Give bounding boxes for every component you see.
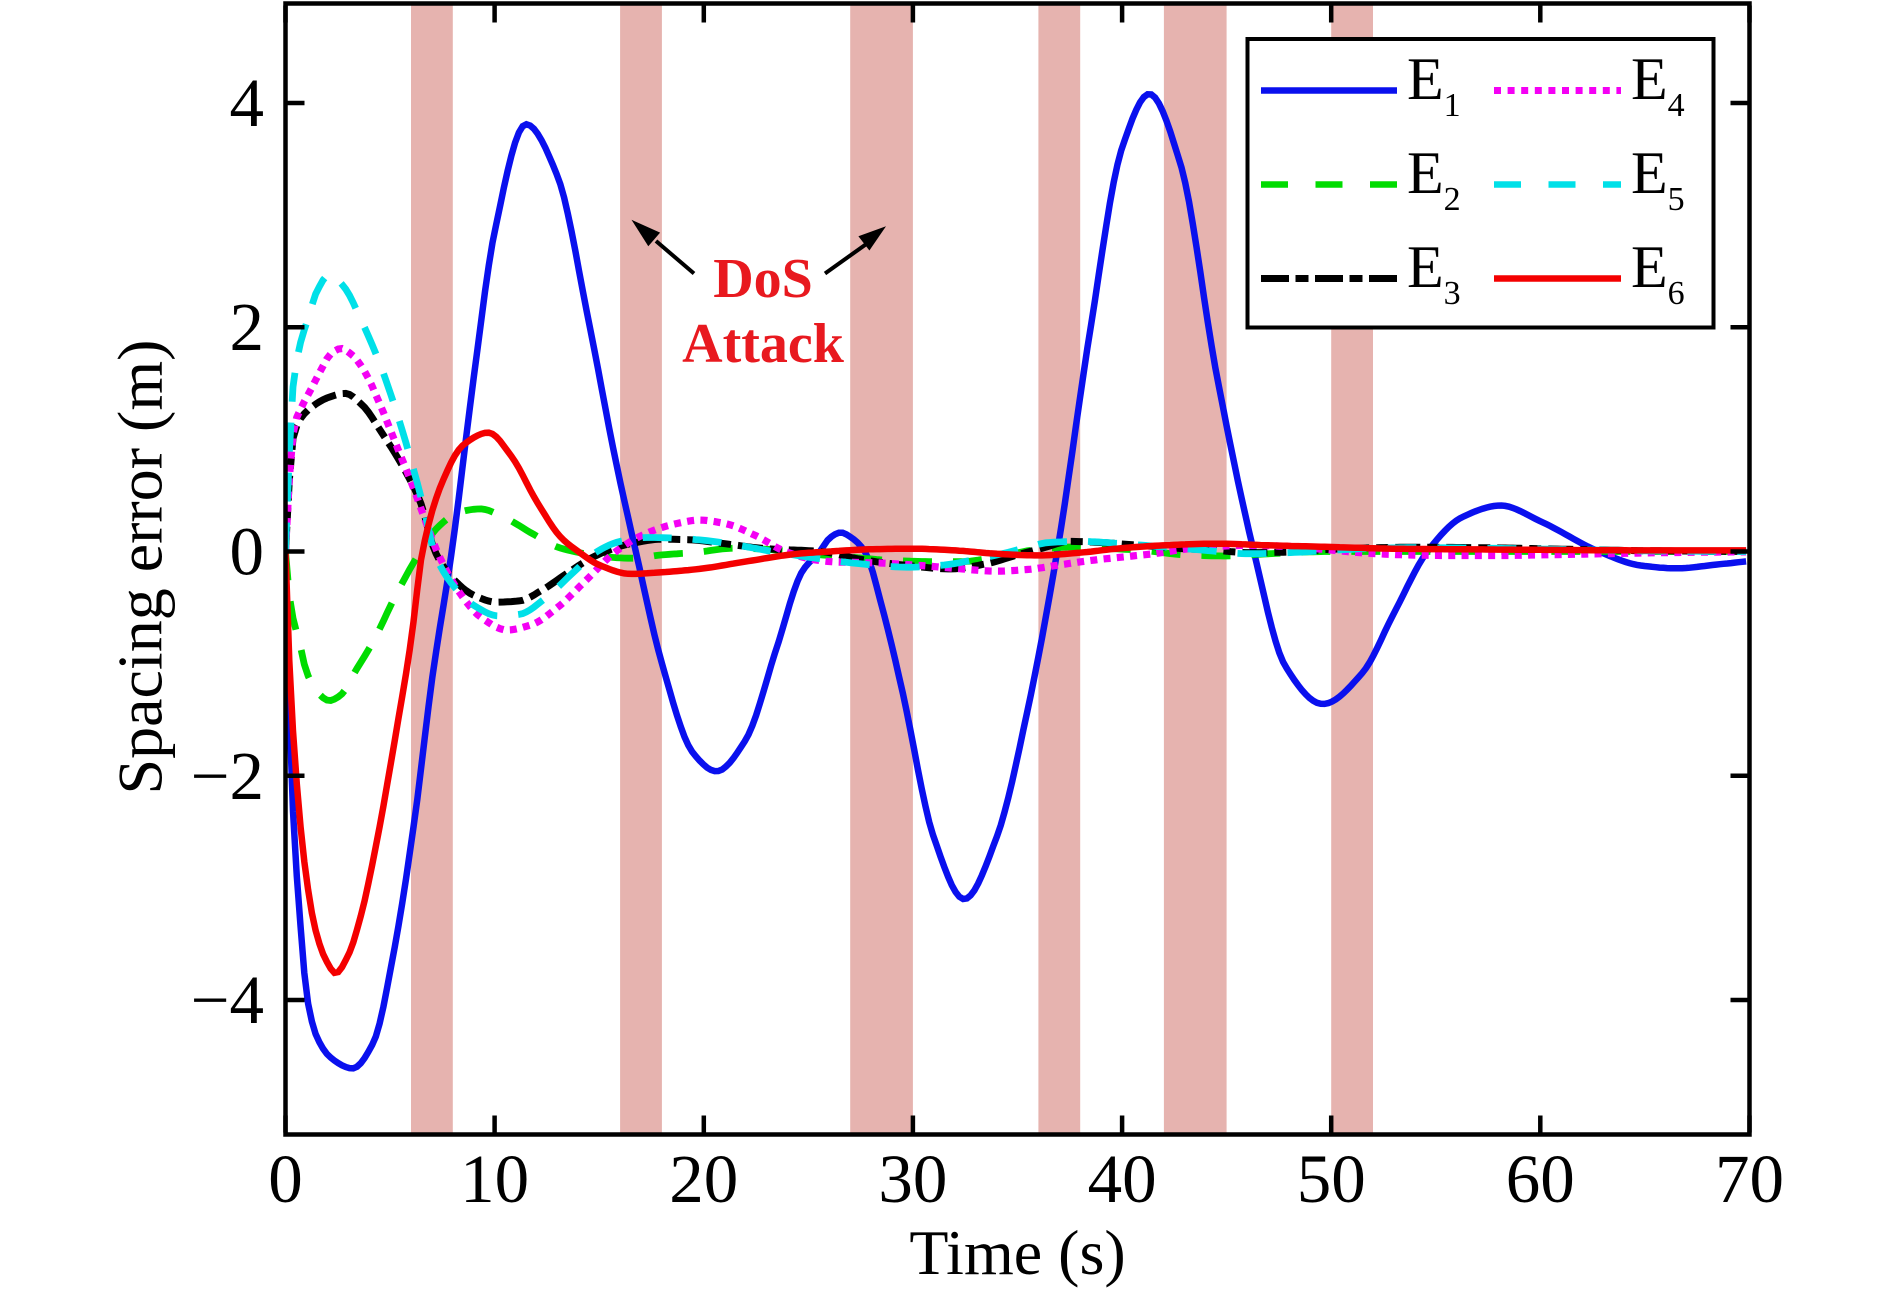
svg-text:2: 2 bbox=[230, 289, 265, 365]
svg-text:4: 4 bbox=[230, 65, 265, 141]
svg-text:−4: −4 bbox=[191, 962, 264, 1038]
svg-text:10: 10 bbox=[460, 1141, 529, 1217]
svg-text:Spacing error (m): Spacing error (m) bbox=[105, 340, 176, 795]
svg-text:60: 60 bbox=[1506, 1141, 1575, 1217]
svg-text:0: 0 bbox=[268, 1141, 303, 1217]
svg-text:−2: −2 bbox=[191, 738, 264, 814]
svg-text:40: 40 bbox=[1088, 1141, 1157, 1217]
svg-text:30: 30 bbox=[878, 1141, 947, 1217]
svg-text:Time (s): Time (s) bbox=[909, 1217, 1125, 1288]
svg-text:0: 0 bbox=[230, 514, 265, 590]
svg-text:70: 70 bbox=[1715, 1141, 1784, 1217]
svg-text:Attack: Attack bbox=[682, 313, 845, 375]
svg-text:DoS: DoS bbox=[713, 248, 813, 310]
svg-text:50: 50 bbox=[1297, 1141, 1366, 1217]
svg-text:20: 20 bbox=[669, 1141, 738, 1217]
